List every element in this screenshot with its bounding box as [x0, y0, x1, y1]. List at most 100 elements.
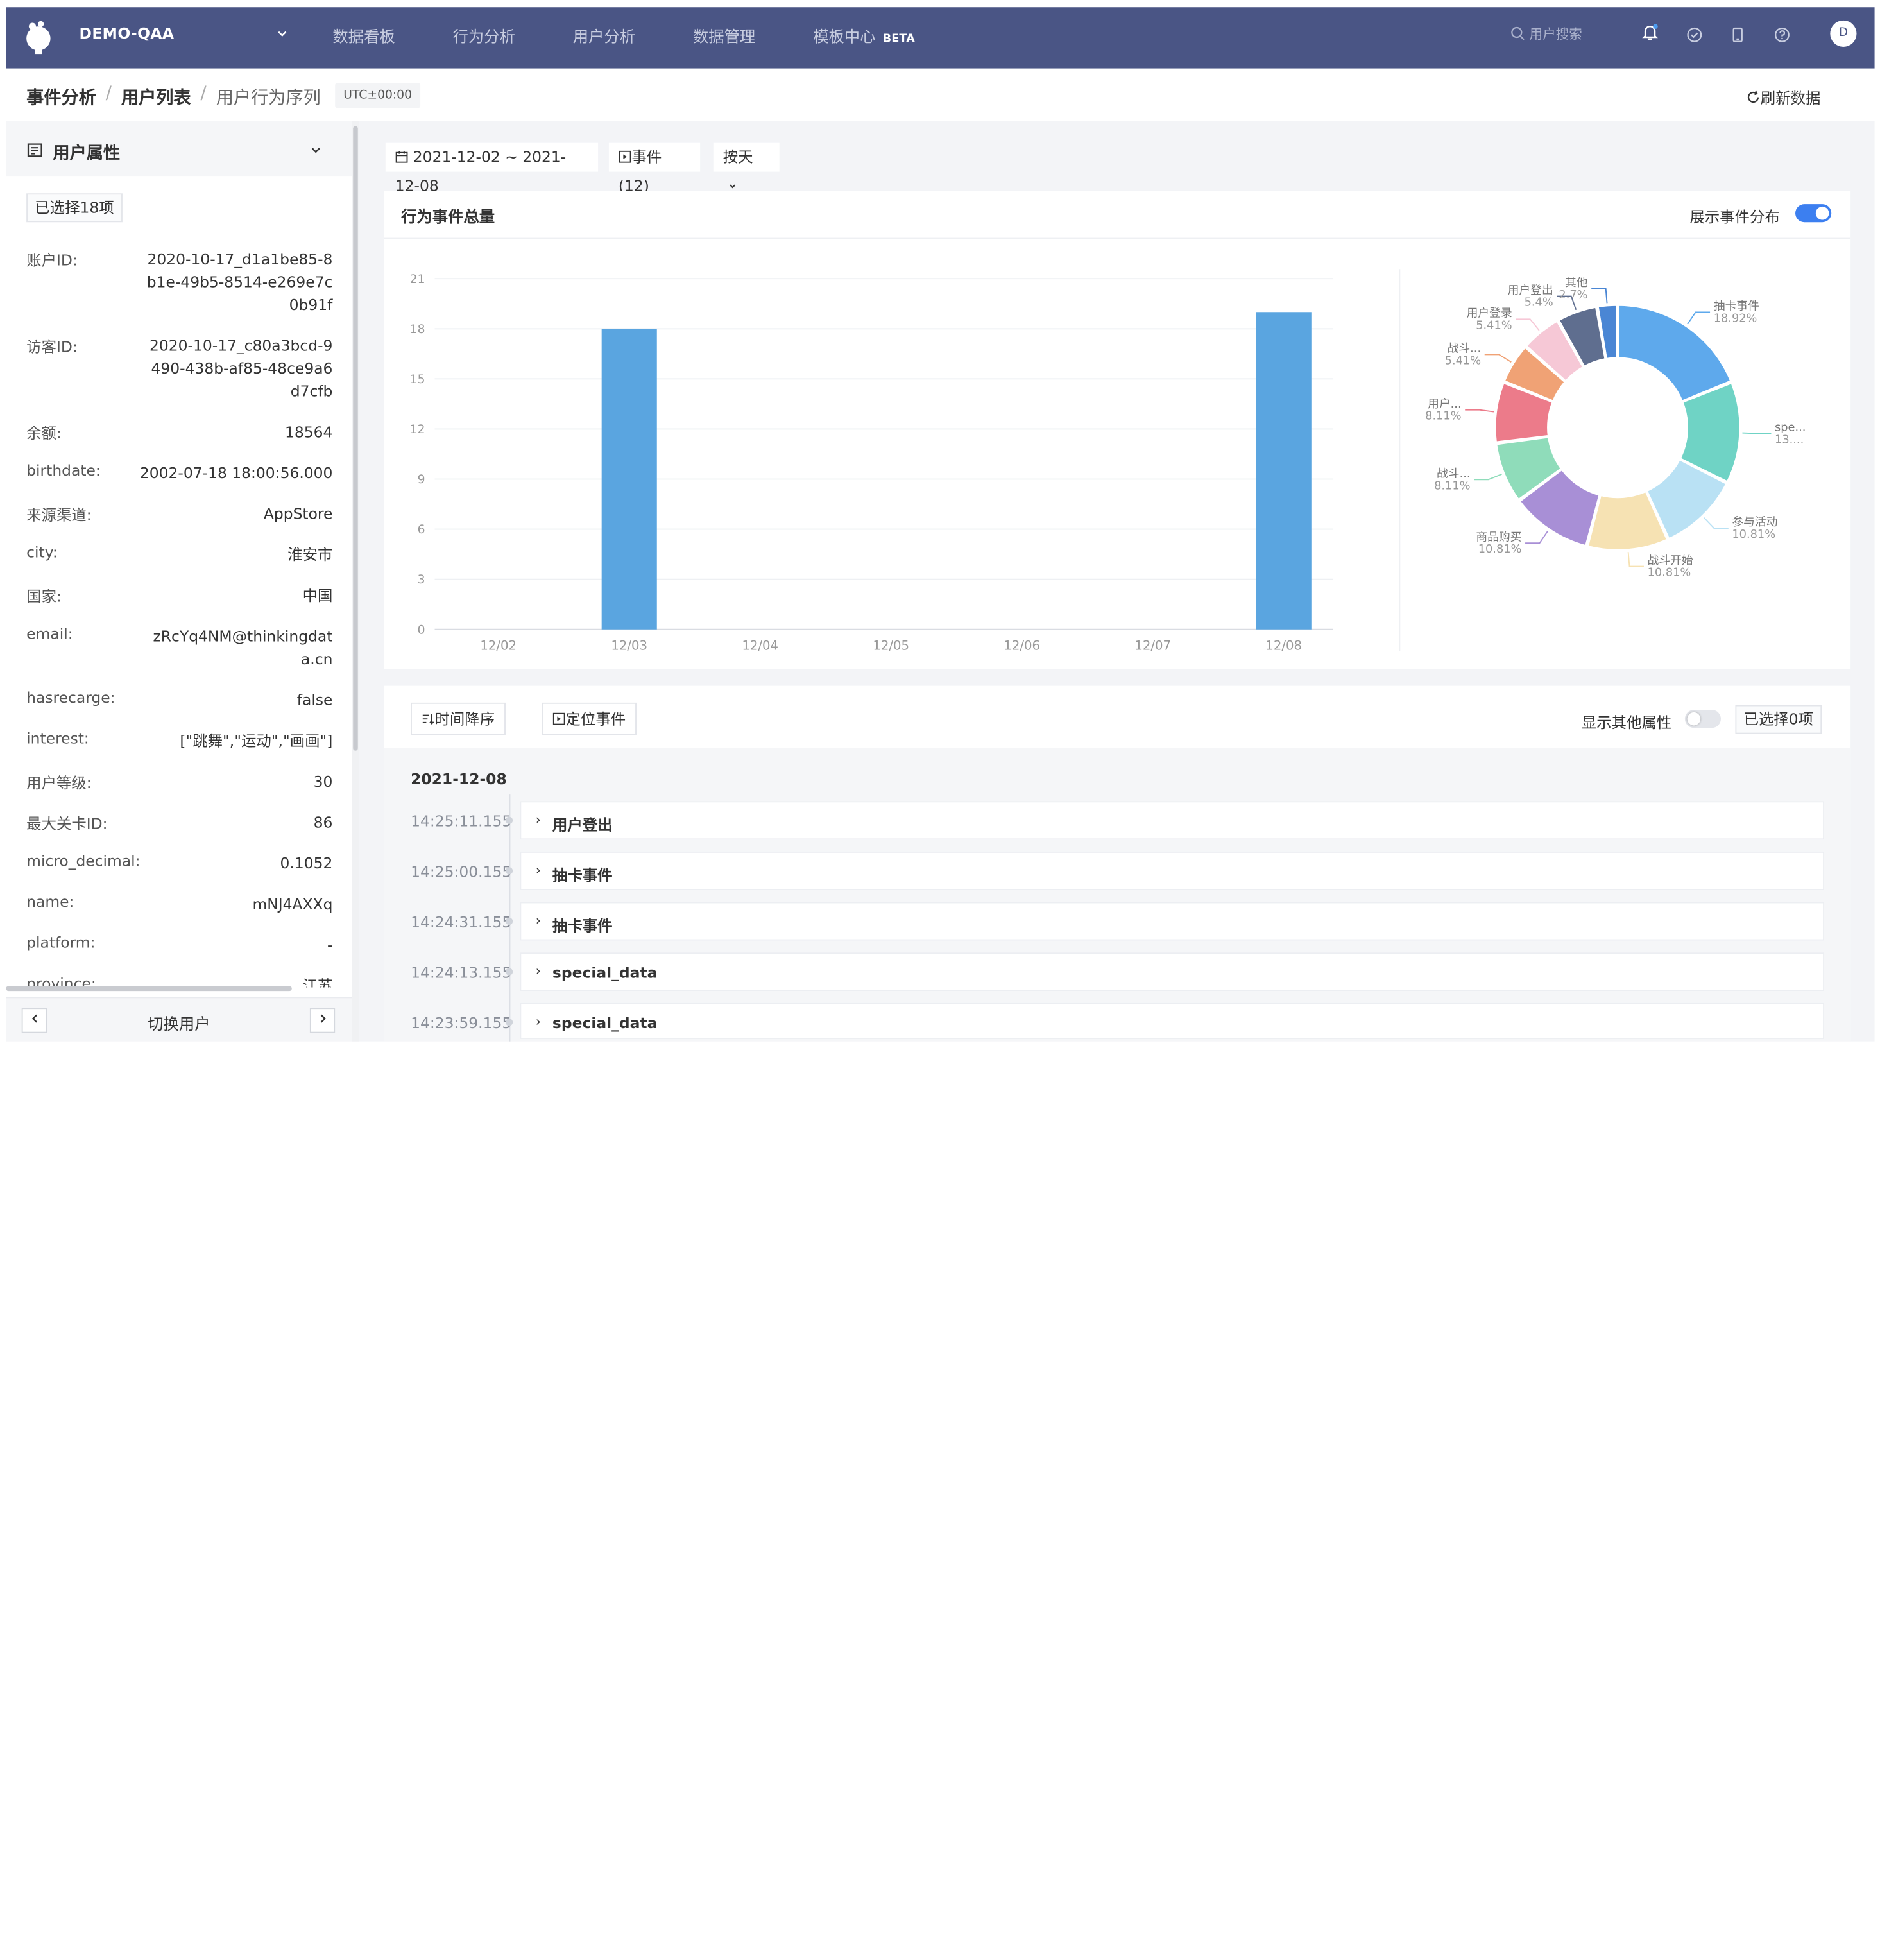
slice-percent: 13.... — [1775, 433, 1804, 446]
granularity-value: 按天 — [722, 148, 753, 166]
avatar[interactable]: D — [1830, 20, 1857, 47]
breadcrumb-user-list[interactable]: 用户列表 — [121, 89, 191, 108]
property-key: 访客ID: — [26, 337, 78, 356]
show-distribution-toggle[interactable] — [1795, 204, 1832, 223]
donut-slice — [1617, 304, 1732, 402]
property-row: 国家: 中国 — [26, 584, 332, 608]
x-tick-label: 12/06 — [1004, 639, 1040, 653]
slice-label: 商品购买 — [1476, 530, 1521, 544]
property-value: mNJ4AXXq — [252, 895, 333, 913]
user-search[interactable]: 用户搜索 — [1510, 24, 1582, 43]
breadcrumb-separator: / — [200, 84, 207, 103]
previous-user-button[interactable] — [21, 1008, 47, 1033]
top-nav: DEMO-QAA 数据看板 行为分析 用户分析 数据管理 模板中心 BETA 用户… — [6, 7, 1875, 69]
next-user-button[interactable] — [309, 1008, 336, 1033]
donut-slice — [1645, 458, 1728, 540]
nav-item-data-management[interactable]: 数据管理 — [692, 28, 756, 47]
divider — [1399, 269, 1401, 651]
slice-label: 抽卡事件 — [1714, 300, 1759, 313]
nav-item-template-center-label: 模板中心 — [813, 28, 876, 47]
property-key: 来源渠道: — [26, 505, 92, 524]
nav-item-template-center[interactable]: 模板中心 BETA — [813, 24, 915, 47]
slice-percent: 5.41% — [1445, 354, 1481, 367]
timeline-dot — [505, 1019, 513, 1026]
slice-label: 战斗... — [1437, 467, 1470, 481]
left-panel-scrollbar[interactable] — [352, 121, 359, 1042]
bell-icon[interactable] — [1641, 23, 1660, 42]
sort-time-desc-button[interactable]: 时间降序 — [411, 702, 506, 735]
bar-chart: 0 3 6 9 12 15 18 21 12/02 12/03 12/04 12/05 12/06 12/… — [410, 273, 1333, 653]
refresh-icon — [1748, 90, 1759, 103]
y-tick-label: 12 — [410, 423, 425, 436]
property-row: micro_decimal: 0.1052 — [26, 852, 332, 875]
show-other-props-toggle[interactable] — [1684, 710, 1722, 728]
mobile-icon[interactable] — [1728, 25, 1747, 44]
locate-event-label: 定位事件 — [565, 710, 626, 728]
x-tick-label: 12/05 — [873, 639, 909, 653]
breadcrumb-event-analysis[interactable]: 事件分析 — [26, 89, 96, 108]
selected-props-button[interactable]: 已选择0项 — [1735, 705, 1822, 734]
breadcrumb: 事件分析 / 用户列表 / 用户行为序列 UTC±00:00 刷新数据 — [6, 68, 1875, 122]
horizontal-scrollbar[interactable] — [6, 986, 292, 992]
timeline-dot — [505, 917, 513, 925]
slice-label: 用户登出 — [1508, 284, 1553, 297]
property-value: 30 — [313, 772, 333, 791]
slice-label: 战斗开始 — [1648, 554, 1693, 567]
toggle-knob — [1815, 206, 1829, 220]
event-row[interactable]: › 用户登出 — [520, 801, 1824, 840]
chevron-down-icon[interactable] — [275, 26, 289, 40]
thinkingdata-logo-icon[interactable] — [23, 21, 55, 55]
event-row[interactable]: › special_data — [520, 952, 1824, 992]
y-tick-label: 0 — [418, 623, 425, 637]
property-key: birthdate: — [26, 461, 101, 479]
property-row: platform: - — [26, 933, 332, 957]
event-row[interactable]: › 抽卡事件 — [520, 902, 1824, 941]
scrollbar-thumb[interactable] — [353, 126, 358, 751]
event-name: 抽卡事件 — [552, 866, 613, 884]
property-row: interest: ["跳舞","运动","画画"] — [26, 729, 332, 753]
check-circle-icon[interactable] — [1685, 25, 1704, 44]
refresh-button[interactable]: 刷新数据 — [1746, 85, 1820, 108]
property-row: 账户ID: 2020-10-17_d1a1be85-8b1e-49b5-8514… — [26, 248, 332, 313]
x-tick-label: 12/04 — [742, 639, 778, 653]
timeline-line — [509, 794, 511, 1042]
toggle-knob — [1687, 712, 1701, 726]
events-filter-button[interactable]: 事件(12) — [608, 142, 701, 194]
timeline-dot — [505, 816, 513, 824]
event-timeline: 2021-12-08 — [384, 748, 1851, 1042]
leader-line — [1627, 552, 1644, 567]
event-total-title: 行为事件总量 — [401, 209, 495, 227]
property-row: birthdate: 2002-07-18 18:00:56.000 — [26, 461, 332, 485]
event-name: 抽卡事件 — [552, 916, 613, 935]
nav-item-dashboard[interactable]: 数据看板 — [332, 28, 395, 47]
property-key: 用户等级: — [26, 773, 92, 792]
slice-percent: 18.92% — [1714, 311, 1757, 325]
event-row[interactable]: › 抽卡事件 — [520, 851, 1824, 890]
sort-time-desc-label: 时间降序 — [434, 710, 495, 728]
event-row[interactable]: › special_data — [520, 1002, 1824, 1039]
event-time: 14:24:13.155 — [411, 963, 512, 982]
slice-percent: 8.11% — [1434, 479, 1470, 492]
property-row: 用户等级: 30 — [26, 770, 332, 794]
selected-count-button[interactable]: 已选择18项 — [26, 193, 123, 223]
switch-user-bar: 切换用户 — [6, 997, 354, 1042]
property-value: zRcYq4NM@thinkingdata.cn — [153, 626, 333, 668]
nav-item-behavior-analysis[interactable]: 行为分析 — [452, 28, 515, 47]
granularity-select[interactable]: 按天 — [713, 142, 780, 189]
leader-line — [1465, 409, 1494, 413]
slice-label: 用户登录 — [1467, 307, 1512, 320]
event-total-card: 行为事件总量 展示事件分布 0 3 6 9 12 15 18 21 12/02 12/03 12/0… — [384, 191, 1851, 669]
date-range-picker[interactable]: 2021-12-02 ~ 2021-12-08 — [385, 142, 599, 194]
locate-event-button[interactable]: 定位事件 — [542, 702, 637, 735]
property-key: micro_decimal: — [26, 851, 141, 870]
id-card-icon — [27, 143, 42, 157]
user-properties-header[interactable]: 用户属性 — [6, 121, 354, 177]
chevron-down-icon[interactable] — [309, 143, 323, 157]
help-icon[interactable] — [1772, 25, 1791, 44]
leader-line — [1704, 517, 1729, 529]
nav-item-user-analysis[interactable]: 用户分析 — [572, 28, 636, 47]
property-key: city: — [26, 542, 58, 562]
leader-line — [1474, 474, 1502, 481]
project-name[interactable]: DEMO-QAA — [79, 24, 175, 42]
property-row: province: 江苏 — [26, 974, 332, 988]
